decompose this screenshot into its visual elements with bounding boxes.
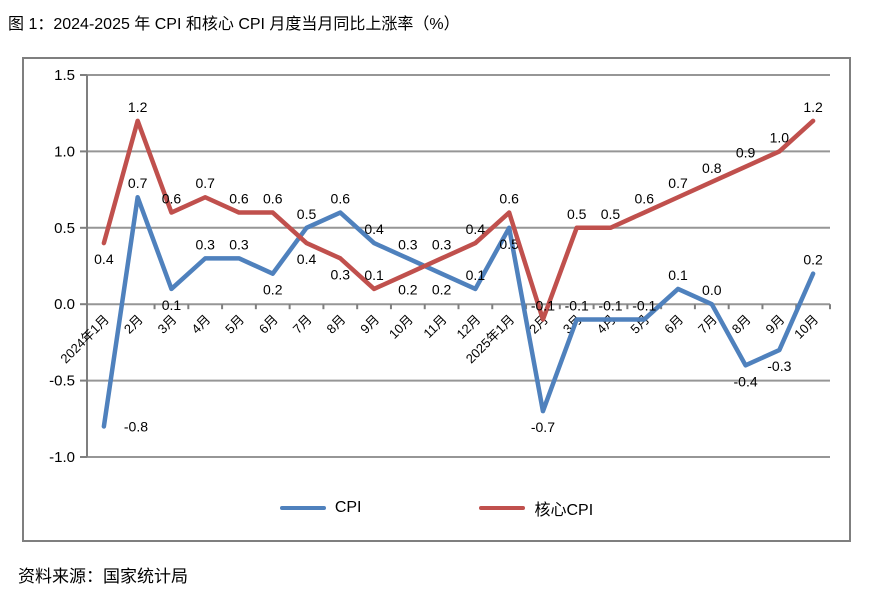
- svg-text:1.0: 1.0: [54, 143, 75, 160]
- svg-text:8月: 8月: [729, 312, 754, 337]
- legend-label: CPI: [334, 499, 362, 516]
- svg-text:-0.3: -0.3: [767, 358, 791, 374]
- series-CPI: [101, 194, 816, 429]
- svg-text:0.7: 0.7: [668, 175, 688, 191]
- svg-text:-0.1: -0.1: [632, 297, 656, 313]
- svg-text:0.0: 0.0: [702, 282, 722, 298]
- series-核心CPI: [101, 118, 816, 322]
- legend-label: 核心CPI: [534, 502, 594, 519]
- svg-text:0.4: 0.4: [297, 251, 317, 267]
- line-CPI: [101, 194, 816, 429]
- legend-line-sample: [279, 506, 326, 510]
- svg-text:0.3: 0.3: [195, 236, 215, 252]
- svg-text:4月: 4月: [188, 312, 213, 337]
- svg-text:4月: 4月: [594, 312, 619, 337]
- svg-text:2月: 2月: [121, 312, 146, 337]
- data-labels-核心CPI: 0.4 1.2 0.6 0.7 0.6 0.6 0.4 0.3 0.1 0.2 0.3 0.4 0.6 -…: [94, 99, 823, 314]
- svg-text:0.7: 0.7: [128, 175, 148, 191]
- gridlines: [80, 74, 830, 458]
- svg-text:1.5: 1.5: [54, 67, 75, 84]
- svg-text:8月: 8月: [324, 312, 349, 337]
- svg-text:2024年1月: 2024年1月: [57, 312, 112, 367]
- svg-text:0.6: 0.6: [331, 191, 351, 207]
- svg-text:0.6: 0.6: [162, 191, 182, 207]
- svg-text:-0.8: -0.8: [124, 418, 148, 434]
- svg-text:-0.4: -0.4: [734, 373, 758, 389]
- svg-text:0.4: 0.4: [364, 221, 384, 237]
- svg-text:1.2: 1.2: [128, 99, 148, 115]
- svg-text:0.3: 0.3: [432, 236, 452, 252]
- svg-text:-0.1: -0.1: [531, 297, 555, 313]
- svg-text:0.3: 0.3: [229, 236, 249, 252]
- svg-text:0.6: 0.6: [229, 191, 249, 207]
- svg-text:0.6: 0.6: [635, 191, 655, 207]
- svg-text:0.8: 0.8: [702, 160, 722, 176]
- legend-item-核心CPI: 核心CPI: [479, 496, 593, 520]
- svg-text:3月: 3月: [155, 312, 180, 337]
- svg-text:0.7: 0.7: [195, 175, 215, 191]
- svg-text:0.6: 0.6: [499, 191, 519, 207]
- svg-text:0.6: 0.6: [263, 191, 283, 207]
- svg-text:6月: 6月: [256, 312, 281, 337]
- svg-text:1.2: 1.2: [803, 99, 823, 115]
- svg-text:0.2: 0.2: [263, 282, 283, 298]
- svg-text:0.3: 0.3: [331, 266, 351, 282]
- svg-text:-0.1: -0.1: [598, 297, 622, 313]
- svg-text:0.1: 0.1: [364, 267, 384, 283]
- svg-text:0.1: 0.1: [162, 297, 182, 313]
- svg-text:0.0: 0.0: [54, 296, 75, 313]
- svg-text:9月: 9月: [763, 312, 788, 337]
- svg-text:0.4: 0.4: [466, 221, 486, 237]
- svg-text:6月: 6月: [661, 312, 686, 337]
- chart-container: 1.5 1.0 0.5 0.0 -0.5 -1.0 2024年1月 2月 3月 4月 5月 6月 7月 8…: [22, 57, 851, 542]
- svg-text:0.2: 0.2: [398, 282, 418, 298]
- svg-text:0.1: 0.1: [466, 267, 486, 283]
- figure-title: 图 1：2024-2025 年 CPI 和核心 CPI 月度当月同比上涨率（%）: [8, 16, 460, 33]
- legend-item-CPI: CPI: [279, 499, 362, 517]
- svg-text:0.3: 0.3: [398, 236, 418, 252]
- svg-text:10月: 10月: [386, 312, 416, 342]
- data-labels-CPI: -0.8 0.7 0.1 0.3 0.3 0.2 0.5 0.6 0.4 0.3 0.2 0.1 0.5…: [124, 175, 823, 435]
- svg-text:-0.7: -0.7: [531, 419, 555, 435]
- source-note: 资料来源：国家统计局: [18, 567, 188, 586]
- svg-text:0.5: 0.5: [601, 206, 621, 222]
- svg-text:0.9: 0.9: [736, 145, 756, 161]
- svg-text:-1.0: -1.0: [49, 449, 75, 466]
- svg-text:0.4: 0.4: [94, 251, 114, 267]
- svg-text:0.5: 0.5: [54, 220, 75, 237]
- svg-text:-0.1: -0.1: [565, 297, 589, 313]
- svg-text:0.5: 0.5: [499, 236, 519, 252]
- chart-canvas: 1.5 1.0 0.5 0.0 -0.5 -1.0 2024年1月 2月 3月 4月 5月 6月 7月 8…: [49, 67, 831, 466]
- svg-text:-0.5: -0.5: [49, 373, 75, 390]
- svg-text:0.5: 0.5: [567, 206, 587, 222]
- svg-text:0.2: 0.2: [432, 282, 452, 298]
- svg-text:0.5: 0.5: [297, 206, 317, 222]
- svg-text:12月: 12月: [453, 312, 483, 342]
- svg-text:0.1: 0.1: [668, 267, 688, 283]
- svg-text:11月: 11月: [420, 312, 449, 341]
- svg-text:5月: 5月: [222, 312, 247, 337]
- svg-text:9月: 9月: [357, 312, 382, 337]
- svg-text:1.0: 1.0: [770, 129, 790, 145]
- line-核心CPI: [101, 118, 816, 322]
- svg-text:7月: 7月: [290, 312, 315, 337]
- legend-line-sample: [479, 506, 526, 510]
- chart-legend: CPI 核心CPI: [24, 496, 849, 520]
- y-axis-labels: 1.5 1.0 0.5 0.0 -0.5 -1.0: [49, 67, 75, 466]
- svg-text:0.2: 0.2: [803, 252, 823, 268]
